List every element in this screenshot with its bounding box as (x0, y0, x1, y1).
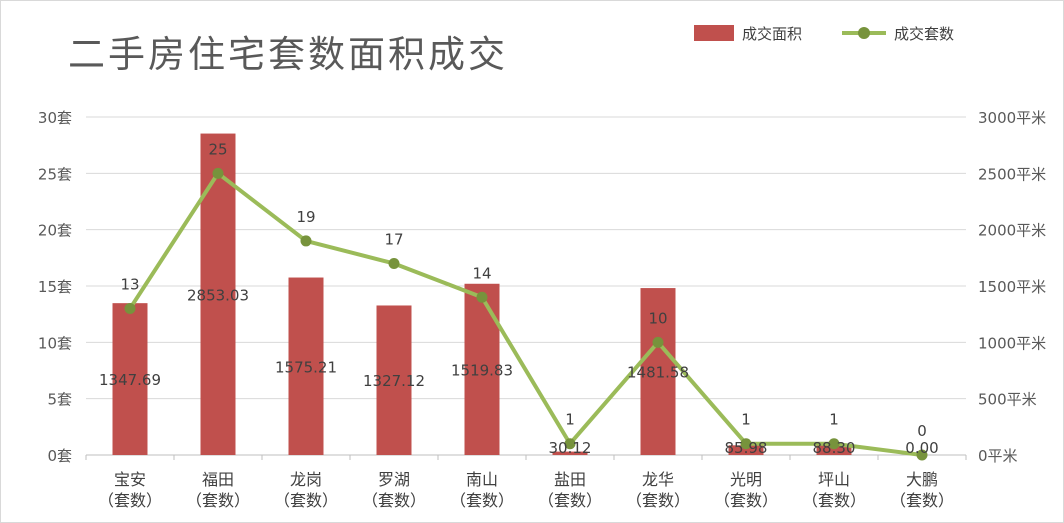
x-tick-sublabel: （套数） (802, 491, 866, 510)
bar-data-label: 1519.83 (451, 361, 513, 379)
line-data-label: 25 (208, 140, 227, 158)
bar-area (464, 283, 500, 455)
bar-area (728, 445, 764, 455)
chart-title: 二手房住宅套数面积成交 (68, 33, 508, 76)
legend: 成交面积 成交套数 (694, 20, 994, 46)
y-right-tick-label: 1500平米 (978, 278, 1046, 296)
legend-swatch-bar (694, 25, 734, 41)
line-point (300, 235, 312, 247)
line-point (476, 291, 488, 303)
y-right-tick-label: 1000平米 (978, 334, 1046, 352)
x-tick-sublabel: （套数） (98, 491, 162, 510)
x-tick-label: 福田 (202, 470, 234, 489)
x-tick-label: 龙华 (642, 470, 674, 489)
bar-data-label: 0.00 (905, 439, 938, 457)
y-left-tick-label: 0套 (47, 447, 72, 465)
y-left-tick-label: 5套 (47, 391, 72, 409)
bar-area (112, 303, 148, 455)
line-data-label: 17 (384, 230, 403, 248)
line-data-label: 1 (741, 411, 751, 429)
line-data-label: 1 (565, 411, 575, 429)
bar-data-label: 1347.69 (99, 371, 161, 389)
legend-label-area: 成交面积 (742, 24, 803, 43)
line-data-label: 19 (296, 208, 315, 226)
line-data-label: 13 (120, 276, 139, 294)
legend-label-count: 成交套数 (894, 24, 955, 43)
bar-data-label: 30.12 (549, 439, 592, 457)
x-tick-sublabel: （套数） (362, 491, 426, 510)
bar-area (640, 288, 676, 455)
x-tick-sublabel: （套数） (626, 491, 690, 510)
bar-data-label: 2853.03 (187, 286, 249, 304)
y-right-tick-label: 0平米 (978, 447, 1018, 465)
x-tick-sublabel: （套数） (714, 491, 778, 510)
x-tick-sublabel: （套数） (890, 491, 954, 510)
bar-area (816, 445, 852, 455)
y-right-tick-label: 2000平米 (978, 222, 1046, 240)
x-tick-label: 罗湖 (378, 470, 410, 489)
line-point (212, 167, 224, 179)
y-right-tick-label: 2500平米 (978, 165, 1046, 183)
line-point (124, 303, 136, 315)
bar-area (288, 277, 324, 455)
bar-data-label: 1481.58 (627, 364, 689, 382)
line-point (388, 257, 400, 269)
x-tick-label: 宝安 (114, 470, 146, 489)
y-left-tick-label: 15套 (38, 278, 72, 296)
bar-data-label: 88.30 (813, 439, 856, 457)
line-data-label: 10 (648, 309, 667, 327)
x-tick-sublabel: （套数） (538, 491, 602, 510)
x-tick-label: 龙岗 (290, 470, 322, 489)
y-right-tick-label: 500平米 (978, 391, 1037, 409)
bar-area (552, 451, 588, 455)
legend-swatch-line (842, 25, 887, 41)
x-tick-label: 光明 (730, 470, 762, 489)
legend-item-count: 成交套数 (842, 23, 954, 44)
line-data-label: 1 (829, 411, 839, 429)
x-tick-sublabel: （套数） (186, 491, 250, 510)
line-point (916, 449, 928, 461)
y-left-tick-label: 30套 (38, 109, 72, 127)
bar-data-label: 85.98 (725, 439, 768, 457)
y-left-tick-label: 20套 (38, 222, 72, 240)
x-tick-label: 南山 (466, 470, 498, 489)
line-data-label: 0 (917, 422, 927, 440)
line-point (564, 438, 576, 450)
y-left-tick-label: 10套 (38, 334, 72, 352)
line-count (128, 171, 923, 457)
x-tick-label: 坪山 (818, 470, 850, 489)
bar-area (376, 305, 412, 455)
line-point (828, 438, 840, 450)
bar-data-label: 1575.21 (275, 358, 337, 376)
x-tick-label: 盐田 (554, 470, 586, 489)
x-tick-label: 大鹏 (906, 470, 938, 489)
line-point (652, 336, 664, 348)
bar-data-label: 1327.12 (363, 372, 425, 390)
line-data-label: 14 (472, 264, 491, 282)
x-tick-sublabel: （套数） (450, 491, 514, 510)
bar-area (200, 133, 236, 455)
line-point (740, 438, 752, 450)
y-left-tick-label: 25套 (38, 165, 72, 183)
legend-item-area: 成交面积 (694, 23, 802, 44)
x-tick-sublabel: （套数） (274, 491, 338, 510)
y-right-tick-label: 3000平米 (978, 109, 1046, 127)
